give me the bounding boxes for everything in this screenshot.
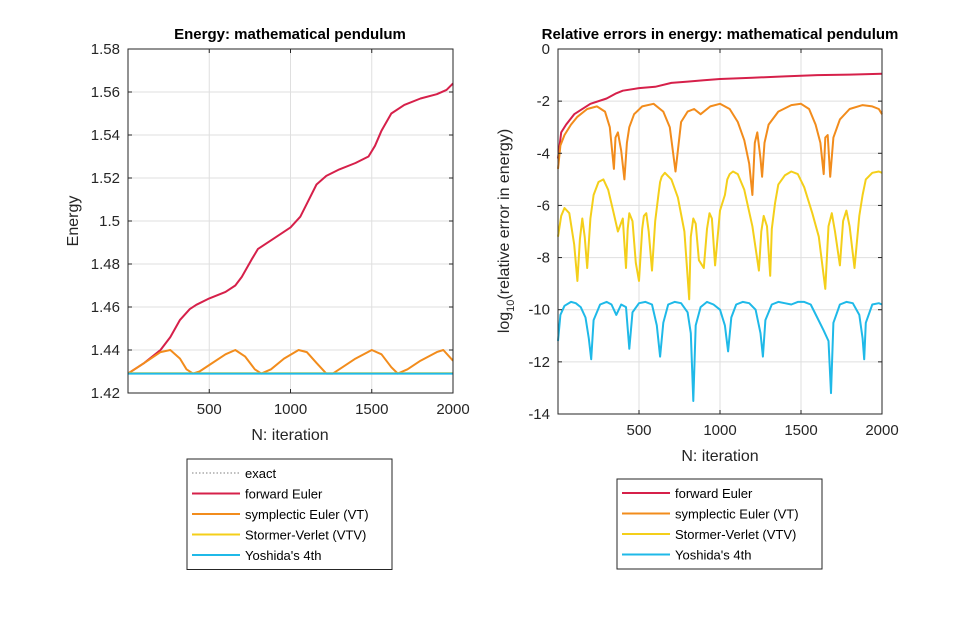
legend-label: forward Euler — [675, 486, 753, 501]
relative-error-plot: Relative errors in energy: mathematical … — [496, 26, 899, 465]
legend-label: exact — [245, 466, 276, 481]
y-axis-label-log: log — [496, 312, 513, 333]
legend-energy: exact forward Euler symplectic Euler (VT) S… — [186, 458, 393, 570]
y-tick-label: -2 — [537, 93, 550, 110]
y-tick-label: -8 — [537, 250, 550, 267]
y-axis-label: log10(relative error in energy) — [496, 129, 517, 333]
grid — [128, 48, 454, 394]
y-tick-label: 1.46 — [91, 299, 120, 316]
chart-title: Energy: mathematical pendulum — [174, 26, 406, 43]
series-line-symplectic-euler-vt — [557, 102, 883, 196]
series-line-stormer-verlet-vtv — [557, 170, 883, 301]
series-line-forward-euler — [557, 72, 883, 159]
y-tick-label: -14 — [528, 406, 550, 423]
legend-label: Stormer-Verlet (VTV) — [675, 527, 796, 542]
x-axis-label: N: iteration — [251, 427, 328, 444]
y-tick-label: 1.42 — [91, 385, 120, 402]
y-tick-label: 1.56 — [91, 84, 120, 101]
series-group — [127, 82, 454, 375]
y-axis-label: Energy — [65, 196, 82, 247]
series-line-forward-euler — [127, 82, 454, 375]
x-axis-label: N: iteration — [681, 448, 758, 465]
y-tick-label: 0 — [542, 41, 550, 58]
series-group — [557, 72, 883, 402]
y-tick-label: -10 — [528, 302, 550, 319]
x-tick-label: 2000 — [865, 422, 898, 439]
y-tick-label: -12 — [528, 354, 550, 371]
legend-label: forward Euler — [245, 487, 323, 502]
chart-title: Relative errors in energy: mathematical … — [542, 26, 899, 43]
y-tick-label: 1.52 — [91, 170, 120, 187]
x-tick-label: 1000 — [703, 422, 736, 439]
legend-label: symplectic Euler (VT) — [245, 507, 369, 522]
x-tick-label: 1500 — [784, 422, 817, 439]
y-tick-label: 1.48 — [91, 256, 120, 273]
energy-plot: Energy: mathematical pendulum N: iterati… — [65, 26, 470, 444]
y-tick-label: -6 — [537, 197, 550, 214]
y-tick-label: 1.54 — [91, 127, 120, 144]
legend-relative-error: forward Euler symplectic Euler (VT) Storme… — [616, 478, 823, 570]
y-axis-label-rest: (relative error in energy) — [496, 129, 513, 300]
x-tick-label: 500 — [197, 401, 222, 418]
x-tick-label: 1000 — [274, 401, 307, 418]
y-tick-label: 1.58 — [91, 41, 120, 58]
x-tick-label: 2000 — [436, 401, 469, 418]
series-line-yoshida-s-4th — [557, 300, 883, 402]
x-tick-label: 500 — [626, 422, 651, 439]
y-tick-label: -4 — [537, 145, 550, 162]
legend-label: Yoshida's 4th — [245, 548, 321, 563]
legend-label: Stormer-Verlet (VTV) — [245, 528, 366, 543]
x-tick-label: 1500 — [355, 401, 388, 418]
y-tick-label: 1.5 — [99, 213, 120, 230]
legend-label: Yoshida's 4th — [675, 548, 751, 563]
y-axis-label-base: 10 — [505, 300, 517, 312]
y-tick-label: 1.44 — [91, 342, 120, 359]
legend-label: symplectic Euler (VT) — [675, 507, 799, 522]
